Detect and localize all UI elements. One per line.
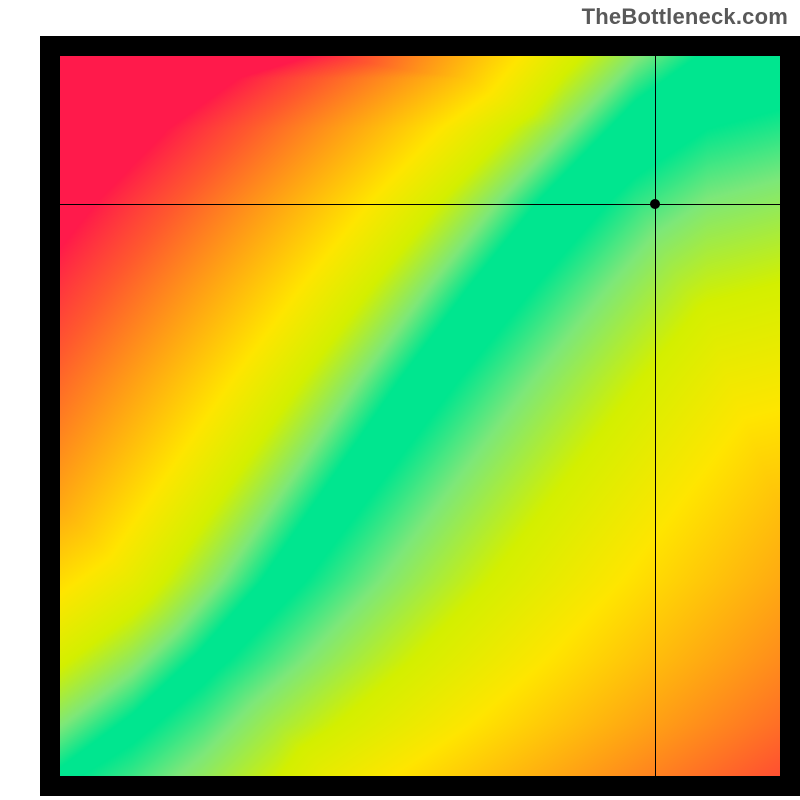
heatmap-canvas — [60, 56, 780, 776]
heatmap-chart — [40, 36, 800, 796]
crosshair-vertical — [655, 56, 656, 776]
page-root: TheBottleneck.com — [0, 0, 800, 800]
watermark-text: TheBottleneck.com — [582, 4, 788, 30]
selected-point-marker — [650, 199, 660, 209]
crosshair-horizontal — [60, 204, 780, 205]
